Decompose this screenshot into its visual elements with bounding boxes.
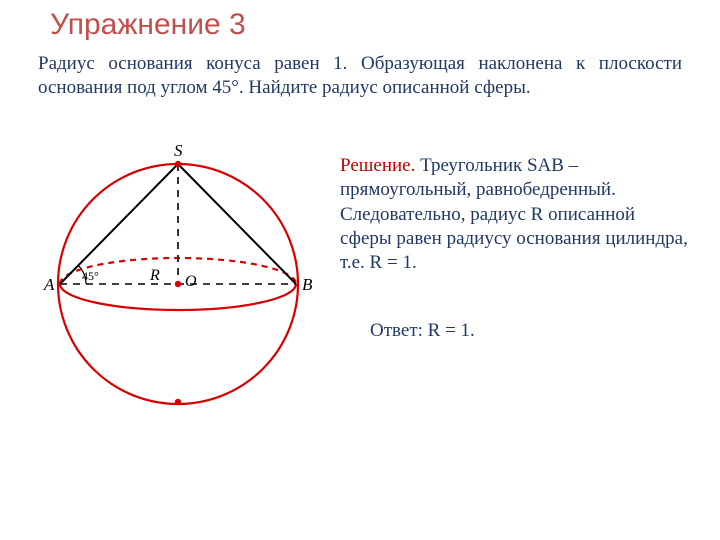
svg-text:S: S bbox=[174, 141, 183, 160]
svg-text:O: O bbox=[185, 273, 197, 290]
slide: Упражнение 3 Радиус основания конуса рав… bbox=[0, 0, 720, 540]
problem-text: Радиус основания конуса равен 1. Образую… bbox=[38, 52, 682, 101]
answer-text: Ответ: R = 1. bbox=[370, 320, 475, 342]
exercise-title: Упражнение 3 bbox=[50, 8, 246, 42]
solution-text: Решение. Треугольник SAB – прямоугольный… bbox=[340, 154, 690, 276]
svg-text:B: B bbox=[302, 275, 313, 294]
solution-lead: Решение. bbox=[340, 155, 415, 176]
svg-text:R: R bbox=[149, 267, 160, 284]
svg-text:A: A bbox=[43, 275, 55, 294]
svg-text:45°: 45° bbox=[82, 269, 99, 283]
cone-sphere-diagram: A B S O R 45° bbox=[38, 134, 318, 414]
